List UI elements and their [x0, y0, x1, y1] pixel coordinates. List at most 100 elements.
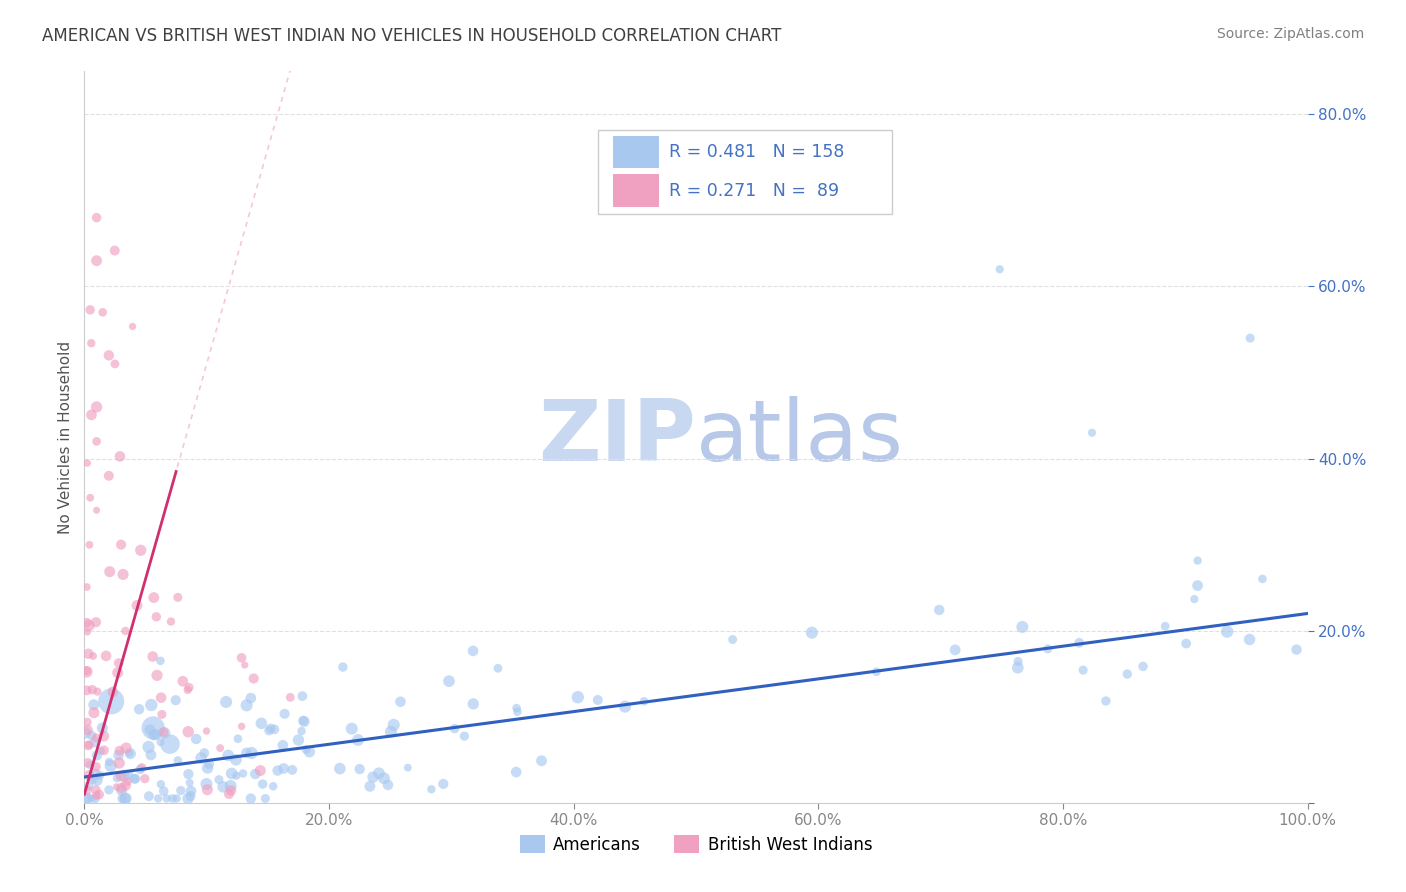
Point	[988, 262, 1011, 277]
Point	[76, 723, 98, 737]
Point	[215, 695, 238, 709]
Point	[152, 725, 174, 739]
Point	[225, 769, 247, 783]
Point	[86, 748, 108, 763]
Point	[120, 747, 142, 761]
Point	[1007, 655, 1029, 669]
Point	[287, 733, 309, 747]
Point	[231, 719, 253, 733]
Point	[217, 748, 239, 763]
Point	[165, 693, 187, 707]
Point	[250, 716, 273, 731]
Legend: Americans, British West Indians: Americans, British West Indians	[513, 829, 879, 860]
Point	[329, 762, 352, 776]
Point	[97, 468, 120, 483]
Point	[235, 746, 257, 760]
Point	[145, 610, 167, 624]
Point	[177, 681, 200, 695]
Point	[242, 672, 264, 686]
Point	[139, 747, 162, 762]
Point	[84, 735, 107, 749]
Point	[291, 689, 314, 703]
Point	[79, 768, 101, 782]
Point	[1285, 642, 1308, 657]
Point	[295, 742, 318, 756]
Point	[76, 783, 98, 797]
Point	[111, 791, 134, 805]
Point	[396, 761, 419, 775]
Point	[80, 336, 103, 351]
Point	[437, 674, 460, 689]
Point	[1187, 578, 1209, 592]
Point	[273, 706, 295, 721]
Point	[86, 503, 108, 517]
Point	[506, 705, 529, 719]
Point	[76, 615, 98, 630]
Point	[139, 723, 162, 737]
Text: R = 0.271   N =  89: R = 0.271 N = 89	[669, 182, 839, 200]
Point	[77, 739, 100, 753]
Point	[1216, 624, 1239, 639]
Point	[86, 773, 108, 788]
Point	[142, 591, 165, 605]
Point	[290, 724, 312, 739]
Point	[79, 538, 101, 552]
Point	[340, 722, 363, 736]
Point	[146, 668, 169, 682]
Point	[463, 697, 485, 711]
FancyBboxPatch shape	[598, 130, 891, 214]
Point	[1116, 667, 1139, 681]
Y-axis label: No Vehicles in Household: No Vehicles in Household	[58, 341, 73, 533]
Point	[1175, 636, 1198, 650]
Point	[84, 615, 107, 630]
Point	[1081, 425, 1104, 440]
Point	[149, 735, 172, 749]
Point	[124, 772, 146, 786]
Point	[240, 746, 263, 760]
Point	[114, 791, 136, 805]
Point	[260, 722, 283, 736]
Point	[1239, 331, 1261, 345]
Point	[80, 408, 103, 422]
Point	[239, 791, 262, 805]
Point	[212, 780, 235, 794]
Point	[129, 762, 152, 776]
Point	[252, 777, 274, 791]
Point	[1154, 619, 1177, 633]
Point	[112, 769, 135, 783]
Point	[209, 741, 232, 756]
Point	[82, 772, 104, 787]
Point	[76, 683, 98, 698]
Point	[110, 769, 132, 783]
Point	[105, 780, 128, 794]
Point	[114, 778, 136, 792]
Point	[111, 783, 134, 797]
Point	[263, 723, 285, 737]
Point	[91, 721, 114, 735]
Point	[84, 783, 107, 797]
Point	[76, 791, 98, 805]
Point	[586, 693, 609, 707]
Point	[105, 771, 128, 785]
Point	[89, 768, 111, 782]
Point	[281, 763, 304, 777]
Point	[117, 774, 139, 789]
Point	[80, 728, 103, 742]
Point	[86, 789, 108, 803]
Text: atlas: atlas	[696, 395, 904, 479]
Point	[208, 772, 231, 787]
Point	[98, 755, 121, 769]
Point	[292, 714, 315, 729]
Point	[107, 656, 129, 670]
Point	[254, 791, 277, 805]
Point	[90, 744, 112, 758]
Point	[76, 715, 98, 730]
Text: ZIP: ZIP	[538, 395, 696, 479]
Point	[149, 654, 172, 668]
Point	[83, 698, 105, 712]
Point	[1011, 620, 1033, 634]
Point	[180, 784, 202, 798]
Point	[97, 348, 120, 362]
Point	[359, 780, 381, 794]
Point	[231, 650, 253, 665]
